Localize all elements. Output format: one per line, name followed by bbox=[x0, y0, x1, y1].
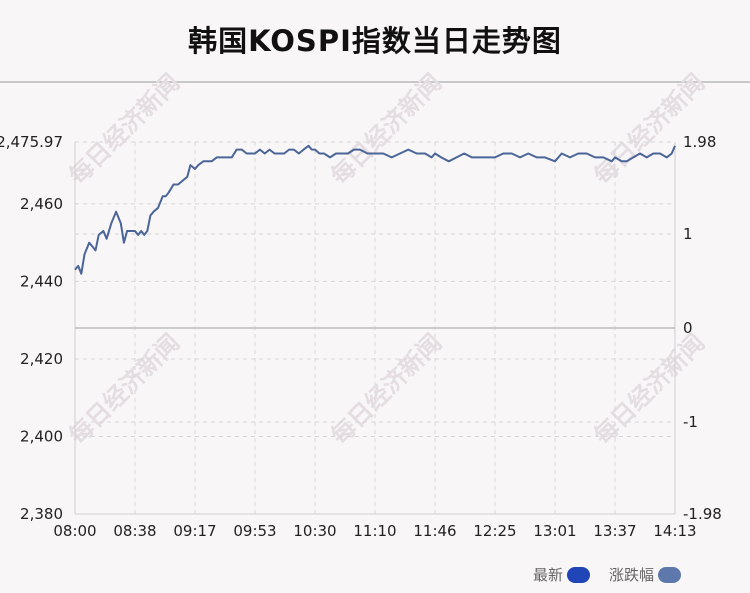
legend-latest-label: 最新 bbox=[533, 566, 564, 584]
series-line-latest bbox=[74, 144, 676, 275]
watermark-text: 每日经济新闻 bbox=[63, 328, 185, 450]
x-tick-label: 08:38 bbox=[113, 522, 156, 540]
x-axis-ticks: 08:00 08:38 09:17 09:53 10:30 11:10 11:46 12:25… bbox=[53, 522, 696, 540]
y-left-tick-label: 2,420 bbox=[20, 350, 63, 368]
y-right-ticks: 1.98 1 0 -1 -1.98 bbox=[683, 133, 722, 523]
x-tick-label: 11:10 bbox=[353, 522, 396, 540]
watermark-text: 每日经济新闻 bbox=[588, 68, 710, 190]
chart-title: 韩国KOSPI指数当日走势图 bbox=[188, 24, 562, 58]
title-divider bbox=[0, 81, 750, 83]
x-tick-label: 12:25 bbox=[473, 522, 516, 540]
legend-latest-swatch bbox=[567, 566, 591, 583]
legend-latest[interactable]: 最新 bbox=[533, 564, 591, 585]
x-tick-label: 13:01 bbox=[533, 522, 576, 540]
x-tick-label: 08:00 bbox=[53, 522, 96, 540]
watermark-text: 每日经济新闻 bbox=[588, 328, 710, 450]
x-tick-label: 11:46 bbox=[413, 522, 456, 540]
legend-change-label: 涨跌幅 bbox=[609, 566, 655, 584]
watermark-text: 每日经济新闻 bbox=[325, 328, 447, 450]
y-right-tick-label: 0 bbox=[683, 319, 693, 337]
x-tick-label: 13:37 bbox=[593, 522, 636, 540]
x-tick-label: 10:30 bbox=[293, 522, 336, 540]
y-right-tick-label: 1.98 bbox=[683, 133, 716, 151]
x-tick-label: 09:17 bbox=[173, 522, 216, 540]
y-left-tick-label: 2,400 bbox=[20, 427, 63, 445]
axes bbox=[74, 142, 676, 515]
y-left-tick-label: 2,380 bbox=[20, 505, 63, 523]
legend-change[interactable]: 涨跌幅 bbox=[609, 564, 682, 585]
y-left-tick-label: 2,460 bbox=[20, 195, 63, 213]
series-layer bbox=[74, 144, 676, 275]
watermark-text: 每日经济新闻 bbox=[63, 68, 185, 190]
y-left-tick-label: 2,440 bbox=[20, 272, 63, 290]
x-tick-label: 14:13 bbox=[653, 522, 696, 540]
y-left-tick-label: 2,475.97 bbox=[0, 133, 63, 151]
y-right-tick-label: -1 bbox=[683, 413, 698, 431]
y-left-ticks: 2,475.97 2,460 2,440 2,420 2,400 2,380 bbox=[0, 133, 63, 523]
legend-change-swatch bbox=[658, 566, 682, 583]
x-tick-label: 09:53 bbox=[233, 522, 276, 540]
y-right-tick-label: -1.98 bbox=[683, 505, 722, 523]
watermark-text: 每日经济新闻 bbox=[325, 68, 447, 190]
y-right-tick-label: 1 bbox=[683, 225, 693, 243]
